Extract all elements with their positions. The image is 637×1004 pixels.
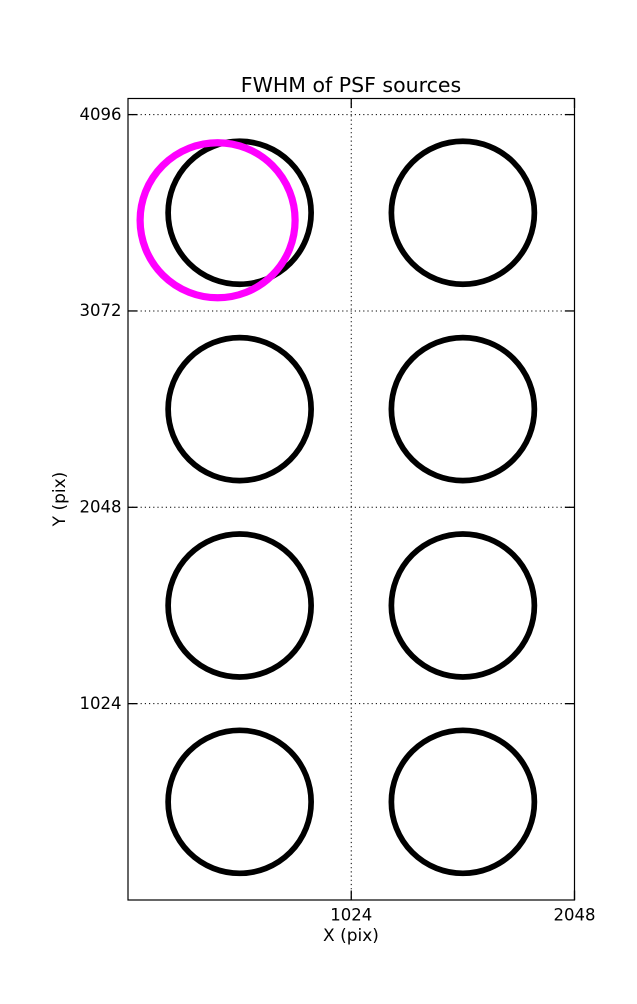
chart-title: FWHM of PSF sources: [241, 73, 461, 97]
y-tick-label: 3072: [80, 301, 122, 320]
psf-circles: [136, 138, 538, 877]
psf-circle: [165, 727, 314, 877]
psf-circle: [165, 138, 314, 288]
psf-circle: [388, 531, 538, 680]
psf-circle: [388, 334, 538, 484]
psf-circle: [165, 334, 314, 484]
x-axis-label: X (pix): [323, 926, 379, 946]
psf-circle: [388, 138, 538, 288]
y-axis-label: Y (pix): [50, 472, 70, 528]
gridlines: [128, 98, 575, 900]
highlighted-psf-circle: [136, 139, 299, 302]
x-tick-label: 2048: [554, 905, 596, 924]
y-tick-label: 2048: [80, 498, 122, 517]
y-tick-label: 4096: [80, 105, 122, 124]
axis-ticks: [128, 98, 576, 900]
y-tick-label: 1024: [80, 694, 122, 713]
x-tick-label: 1024: [330, 905, 372, 924]
psf-circle: [165, 531, 314, 680]
tick-labels: 1024 2048 3072 4096 1024 2048: [80, 105, 596, 924]
psf-circle: [388, 727, 538, 877]
